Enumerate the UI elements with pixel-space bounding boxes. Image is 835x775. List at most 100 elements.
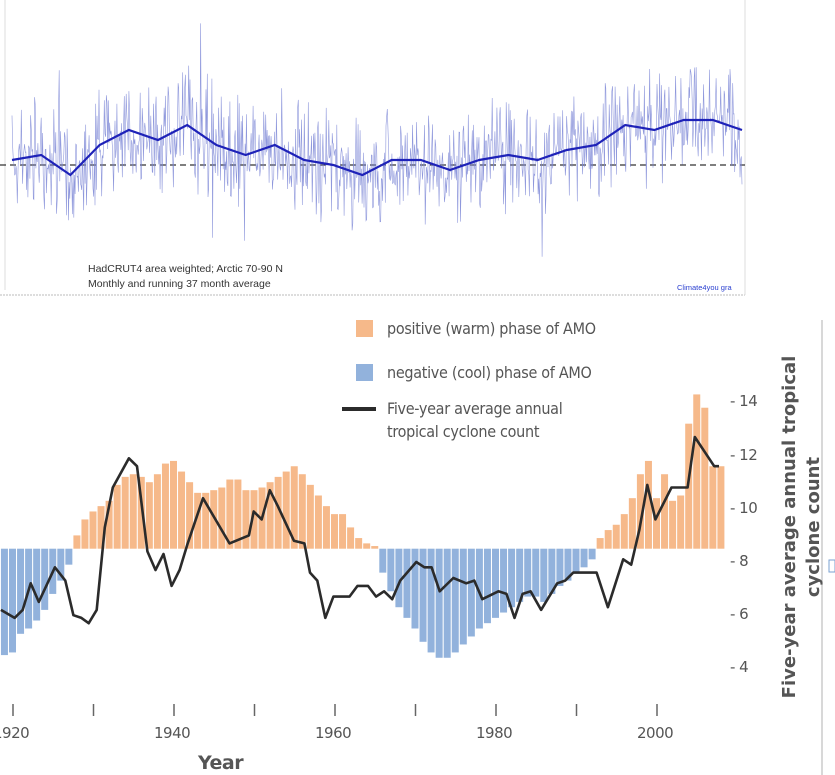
amo-bar — [693, 394, 701, 549]
amo-bar — [644, 460, 652, 549]
y-tick-label: - 12 — [730, 445, 758, 464]
amo-bar — [314, 495, 322, 549]
amo-bar — [210, 490, 218, 549]
amo-bar — [355, 538, 363, 549]
amo-bar — [500, 548, 508, 613]
amo-bar — [604, 530, 612, 549]
top-caption-line2: Monthly and running 37 month average — [88, 278, 271, 290]
amo-bar — [427, 548, 435, 653]
amo-bar — [186, 482, 194, 549]
amo-bar — [97, 506, 105, 549]
y-axis-title-text: Five-year average annual tropical cyclon… — [779, 355, 824, 699]
arctic-temperature-chart — [0, 0, 746, 296]
amo-bar — [628, 498, 636, 549]
x-tick-label: 2000 — [637, 724, 674, 742]
amo-bar — [387, 548, 395, 592]
legend-swatch-positive — [356, 320, 373, 337]
amo-bar — [492, 548, 499, 618]
amo-bar — [363, 543, 371, 549]
amo-bar — [508, 548, 516, 608]
amo-bar — [0, 548, 8, 656]
legend-line-2: tropical cyclone count — [387, 422, 540, 441]
monthly-series — [11, 23, 743, 257]
amo-bar — [282, 471, 290, 549]
amo-bar — [379, 548, 387, 573]
amo-bar — [636, 474, 644, 549]
amo-bar — [194, 492, 202, 549]
amo-bar — [419, 548, 427, 642]
amo-bar — [73, 535, 81, 549]
amo-bar — [669, 500, 677, 549]
amo-bar — [612, 524, 620, 549]
y-tick-label: - 6 — [730, 605, 749, 624]
amo-bar — [202, 492, 210, 549]
amo-bar — [266, 482, 274, 549]
top-caption-line1: HadCRUT4 area weighted; Arctic 70-90 N — [88, 263, 283, 275]
amo-bar — [580, 548, 588, 568]
amo-bar — [242, 490, 250, 549]
y-axis-title: Five-year average annual tropical cyclon… — [778, 337, 826, 717]
credit-text: Climate4you gra — [677, 283, 732, 292]
running-average-line — [11, 118, 743, 177]
amo-bar — [298, 474, 306, 549]
amo-bar — [572, 548, 580, 573]
cyclone-count-line — [0, 435, 719, 625]
x-tick-label: 1960 — [315, 724, 352, 742]
amo-bar — [41, 548, 49, 610]
amo-bar — [65, 548, 73, 565]
legend-negative: negative (cool) phase of AMO — [387, 363, 592, 382]
amo-bar — [153, 474, 161, 549]
amo-bar — [540, 548, 548, 602]
amo-bar — [532, 548, 540, 597]
amo-bar — [556, 548, 564, 586]
amo-bar — [443, 548, 451, 658]
amo-bar — [717, 466, 725, 549]
x-tick-label: 1940 — [154, 724, 191, 742]
amo-bar — [475, 548, 483, 629]
amo-bar — [113, 484, 121, 549]
amo-bar — [9, 548, 16, 653]
amo-bar — [17, 548, 25, 634]
amo-bar — [435, 548, 443, 658]
legend-swatch-negative — [356, 364, 373, 381]
amo-bar — [709, 466, 717, 549]
amo-bar — [57, 548, 65, 581]
amo-bar — [170, 460, 177, 549]
amo-bar — [161, 463, 169, 549]
amo-bar — [129, 474, 137, 549]
y-tick-label: - 8 — [730, 552, 749, 570]
legend-swatch-line — [342, 407, 376, 411]
amo-bar — [653, 498, 660, 549]
x-axis-title: Year — [198, 752, 244, 774]
amo-bar — [371, 546, 379, 549]
amo-bar — [145, 482, 153, 549]
x-tick-label: 1980 — [476, 724, 513, 742]
amo-bar — [451, 548, 459, 653]
amo-bar — [411, 548, 419, 629]
legend-positive: positive (warm) phase of AMO — [387, 319, 596, 338]
amo-bar — [596, 538, 604, 549]
amo-bar — [620, 514, 628, 549]
x-tick-label: 1920 — [0, 724, 30, 742]
amo-bar — [33, 548, 41, 621]
amo-bar — [121, 476, 129, 549]
amo-bar — [516, 548, 524, 602]
amo-bar — [331, 514, 338, 549]
amo-bar — [105, 500, 113, 549]
amo-bar — [524, 548, 532, 597]
amo-bar — [701, 407, 709, 549]
amo-bar — [564, 548, 572, 581]
amo-bar — [467, 548, 475, 637]
amo-bar — [81, 519, 89, 549]
y-tick-label: - 10 — [730, 498, 758, 517]
amo-bar — [677, 495, 685, 549]
amo-bar — [322, 506, 330, 549]
amo-bar — [226, 479, 234, 549]
amo-bar — [661, 474, 669, 549]
amo-bar — [483, 548, 491, 624]
edge-marker — [828, 559, 835, 573]
amo-bar — [137, 476, 145, 549]
amo-bar — [218, 487, 226, 549]
amo-bar — [234, 479, 242, 549]
